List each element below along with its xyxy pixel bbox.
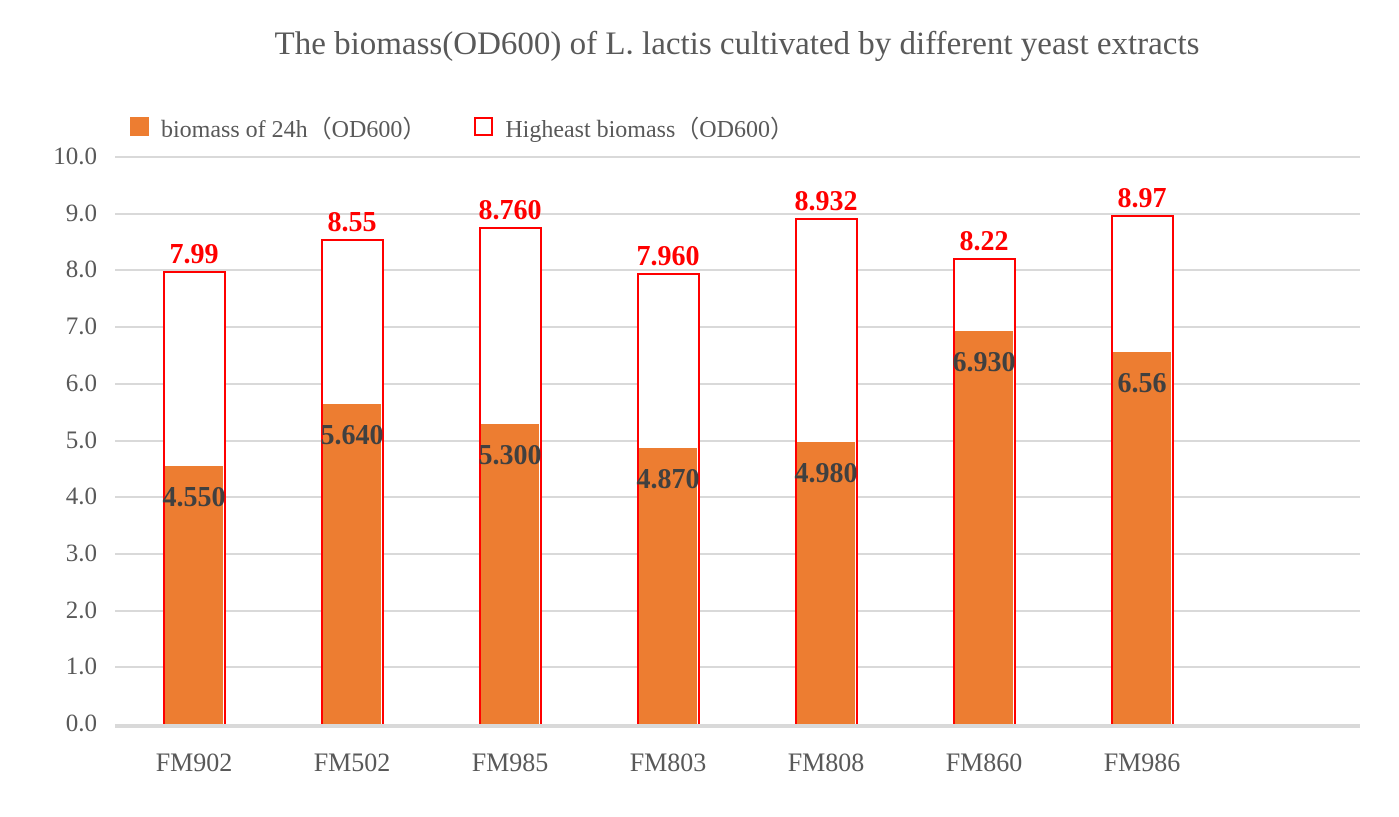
biomass-24h-bar: 4.870: [636, 447, 700, 724]
x-tick-label-fm808: FM808: [787, 748, 865, 777]
highest-biomass-value-label: 7.960: [636, 240, 700, 272]
gridline: [115, 666, 1360, 669]
gridline: [115, 609, 1360, 612]
x-tick-label-fm803: FM803: [629, 748, 707, 777]
y-tick-label: 10.0: [53, 143, 97, 170]
gridline: [115, 439, 1360, 442]
chart-title: The biomass(OD600) of L. lactis cultivat…: [274, 26, 1200, 62]
plot-area: 7.99 4.550 8.55 5.640 8.760 5.300 7.960 4.870 8.…: [115, 156, 1360, 728]
legend-label-highest-biomass: Higheast biomass（OD600）: [505, 116, 794, 143]
highest-biomass-value-label: 8.55: [327, 207, 377, 239]
highest-biomass-value-label: 8.22: [959, 225, 1009, 257]
x-axis: FM902 FM502 FM985 FM803 FM808 FM860 FM986: [115, 748, 1360, 784]
biomass-24h-bar: 4.550: [162, 466, 226, 724]
highest-biomass-value-label: 7.99: [169, 238, 219, 270]
highest-biomass-value-label: 8.932: [794, 185, 858, 217]
y-tick-label: 3.0: [65, 539, 97, 567]
legend-outline-square-icon: [474, 116, 494, 136]
legend-item-highest-biomass: Higheast biomass（OD600）: [474, 109, 794, 144]
biomass-24h-bar: 6.56: [1113, 352, 1171, 724]
x-tick-label-fm502: FM502: [313, 748, 391, 777]
biomass-24h-value-label: 5.640: [320, 420, 384, 452]
x-tick-label-fm860: FM860: [945, 748, 1023, 777]
y-axis: 0.0 1.0 2.0 3.0 4.0 5.0 6.0 7.0 8.0 9.0 10.0: [0, 143, 97, 737]
y-tick-label: 5.0: [65, 426, 97, 454]
highest-biomass-value-label: 8.97: [1117, 183, 1167, 215]
biomass-24h-value-label: 4.550: [162, 482, 226, 514]
gridline: [115, 156, 1360, 158]
gridline: [115, 552, 1360, 555]
biomass-24h-bar: 4.980: [794, 441, 858, 724]
legend-label-biomass-24h: biomass of 24h（OD600）: [161, 116, 427, 143]
y-tick-label: 6.0: [65, 369, 97, 397]
chart-legend: biomass of 24h（OD600） Higheast biomass（O…: [130, 109, 794, 144]
bar-group-fm902: 7.99 4.550: [162, 157, 226, 724]
biomass-24h-value-label: 4.870: [636, 463, 700, 495]
y-tick-label: 4.0: [65, 483, 97, 511]
biomass-24h-value-label: 5.300: [478, 439, 542, 471]
gridline: [115, 496, 1360, 499]
gridline: [115, 269, 1360, 272]
bar-group-fm860: 8.22 6.930: [952, 157, 1016, 724]
biomass-24h-value-label: 4.980: [794, 457, 858, 489]
bar-group-fm808: 8.932 4.980: [794, 157, 858, 724]
highest-biomass-value-label: 8.760: [478, 195, 542, 227]
x-axis-line: [115, 724, 1360, 728]
x-tick-label-fm986: FM986: [1103, 748, 1181, 777]
bar-group-fm985: 8.760 5.300: [478, 157, 542, 724]
x-tick-label-fm902: FM902: [155, 748, 233, 777]
bar-group-fm803: 7.960 4.870: [636, 157, 700, 724]
bar-group-fm986: 8.97 6.56: [1110, 157, 1174, 724]
y-tick-label: 9.0: [65, 199, 97, 227]
y-tick-label: 2.0: [65, 596, 97, 624]
gridline: [115, 212, 1360, 215]
gridline: [115, 382, 1360, 385]
legend-item-biomass-24h: biomass of 24h（OD600）: [130, 109, 426, 144]
biomass-24h-bar: 5.300: [478, 423, 542, 724]
biomass-24h-value-label: 6.930: [952, 347, 1016, 379]
biomass-24h-bar: 6.930: [952, 331, 1016, 724]
x-tick-label-fm985: FM985: [471, 748, 549, 777]
y-tick-label: 0.0: [65, 710, 97, 737]
biomass-24h-bar: 5.640: [320, 404, 384, 724]
legend-filled-square-icon: [130, 116, 149, 136]
biomass-24h-value-label: 6.56: [1117, 368, 1167, 400]
y-tick-label: 1.0: [65, 653, 97, 681]
y-tick-label: 8.0: [65, 256, 97, 284]
gridline: [115, 326, 1360, 329]
bar-group-fm502: 8.55 5.640: [320, 157, 384, 724]
y-tick-label: 7.0: [65, 313, 97, 341]
